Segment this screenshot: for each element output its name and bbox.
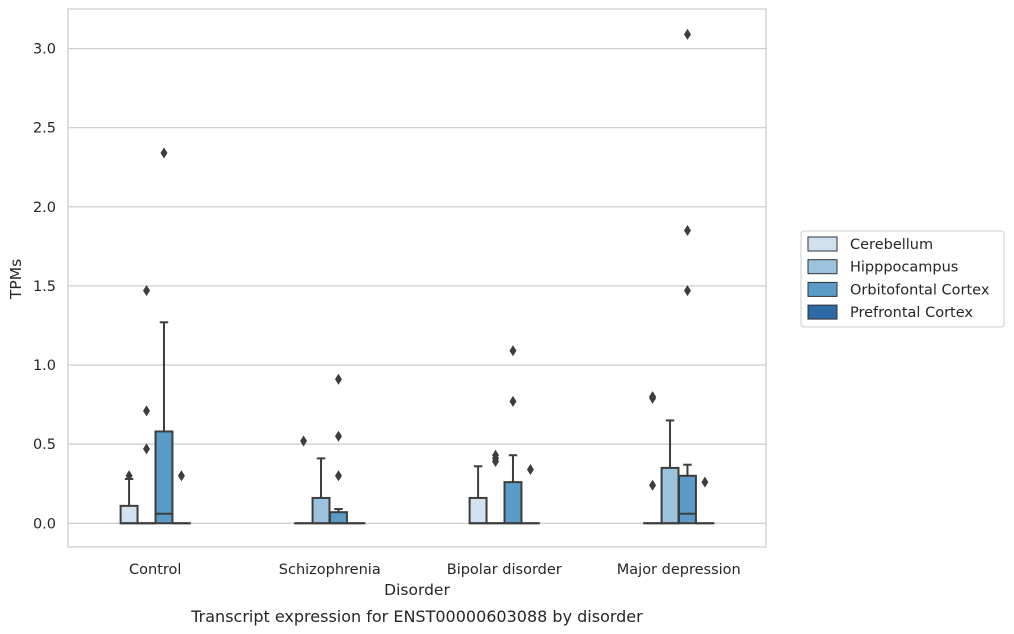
y-tick-label: 0.0 xyxy=(33,516,56,532)
box-body xyxy=(154,430,174,525)
box-prefrontal-cortex xyxy=(171,470,191,525)
box-prefrontal-cortex xyxy=(520,463,540,525)
box-body xyxy=(119,504,139,525)
box-cerebellum xyxy=(119,470,139,525)
box-cerebellum xyxy=(468,465,488,525)
x-tick-labels: Control Schizophrenia Bipolar disorder Majo… xyxy=(129,562,741,578)
outlier-point xyxy=(526,463,534,475)
outlier-point xyxy=(683,225,691,237)
legend-label: Orbitofontal Cortex xyxy=(850,282,990,298)
outlier-point xyxy=(649,479,657,491)
y-tick-label: 1.0 xyxy=(33,358,56,374)
outlier-point xyxy=(509,395,517,407)
box-orbitofontal-cortex xyxy=(329,373,348,525)
outlier-point xyxy=(334,373,342,385)
x-tick-label: Major depression xyxy=(617,562,741,578)
legend-label: Cerebellum xyxy=(850,237,933,253)
box-cerebellum xyxy=(643,391,663,525)
x-tick-label: Schizophrenia xyxy=(279,562,381,578)
outlier-point xyxy=(143,443,151,455)
legend-frame xyxy=(800,230,1005,328)
box-hipppocampus xyxy=(137,285,156,525)
outlier-point xyxy=(125,470,133,482)
box-body xyxy=(503,481,523,525)
y-axis-label: TPMs xyxy=(7,259,25,300)
outlier-point xyxy=(683,28,691,40)
box-body xyxy=(468,496,488,525)
y-tick-label: 1.5 xyxy=(33,279,56,295)
outlier-point xyxy=(143,285,151,297)
gridlines xyxy=(68,47,766,524)
outlier-point xyxy=(492,449,500,461)
outlier-point xyxy=(509,345,517,357)
plot-frame xyxy=(67,8,767,548)
legend-swatch xyxy=(807,304,838,320)
y-tick-label: 2.0 xyxy=(33,200,56,216)
outlier-point xyxy=(649,391,657,403)
outlier-point xyxy=(300,435,308,447)
legend-swatch xyxy=(807,236,838,252)
y-tick-label: 2.5 xyxy=(33,121,56,137)
y-tick-labels: 0.0 0.5 1.0 1.5 2.0 2.5 3.0 xyxy=(33,42,56,533)
legend-items: Cerebellum Hipppocampus Orbitofontal Corte… xyxy=(807,236,990,321)
box-orbitofontal-cortex xyxy=(154,147,174,525)
outlier-point xyxy=(701,476,709,488)
legend-swatch xyxy=(807,259,838,275)
legend: Cerebellum Hipppocampus Orbitofontal Corte… xyxy=(800,230,1005,328)
legend-label: Hipppocampus xyxy=(850,260,958,276)
box-hipppocampus xyxy=(311,457,331,525)
box-body xyxy=(660,466,680,525)
outlier-point xyxy=(143,405,151,417)
y-tick-label: 0.5 xyxy=(33,437,56,453)
y-tick-label: 3.0 xyxy=(33,42,56,58)
box-series xyxy=(119,28,715,525)
legend-label: Prefrontal Cortex xyxy=(850,305,973,321)
box-body xyxy=(329,511,348,525)
box-body xyxy=(678,474,697,525)
box-cerebellum xyxy=(294,435,314,525)
box-prefrontal-cortex xyxy=(695,476,715,525)
outlier-point xyxy=(177,470,185,482)
box-orbitofontal-cortex xyxy=(678,28,697,525)
outlier-point xyxy=(334,430,342,442)
outlier-point xyxy=(334,470,342,482)
box-orbitofontal-cortex xyxy=(503,345,523,525)
outlier-point xyxy=(683,285,691,297)
x-tick-label: Bipolar disorder xyxy=(447,562,562,578)
legend-swatch xyxy=(807,281,838,297)
outlier-point xyxy=(160,147,168,159)
x-axis-label: Disorder xyxy=(384,581,450,599)
box-hipppocampus xyxy=(486,449,505,525)
x-tick-label: Control xyxy=(129,562,181,578)
box-body xyxy=(311,496,331,525)
box-hipppocampus xyxy=(660,419,680,525)
figure-caption: Transcript expression for ENST0000060308… xyxy=(190,607,643,626)
